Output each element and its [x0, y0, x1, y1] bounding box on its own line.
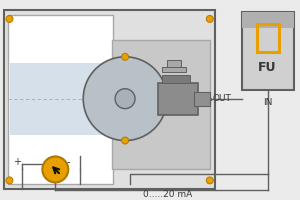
Bar	[167, 60, 181, 67]
Bar	[11, 63, 111, 135]
Text: IN: IN	[263, 98, 272, 107]
Circle shape	[6, 15, 13, 22]
Text: +: +	[14, 157, 21, 167]
Bar	[194, 92, 210, 106]
Circle shape	[206, 177, 213, 184]
Bar	[158, 83, 198, 115]
Circle shape	[83, 57, 167, 141]
Circle shape	[42, 156, 68, 182]
Circle shape	[115, 89, 135, 109]
Text: OUT: OUT	[213, 94, 232, 103]
Bar	[112, 40, 210, 169]
Circle shape	[6, 177, 13, 184]
Bar	[162, 67, 186, 72]
Circle shape	[122, 137, 129, 144]
Bar	[162, 75, 190, 83]
Circle shape	[122, 53, 129, 60]
Bar	[4, 10, 215, 189]
Bar	[8, 15, 113, 184]
Bar	[257, 24, 279, 52]
Text: FU: FU	[258, 61, 277, 74]
Text: 0.....20 mA: 0.....20 mA	[143, 190, 193, 199]
Text: -: -	[67, 157, 70, 167]
Circle shape	[206, 15, 213, 22]
Bar	[242, 12, 293, 28]
Bar	[242, 12, 293, 90]
